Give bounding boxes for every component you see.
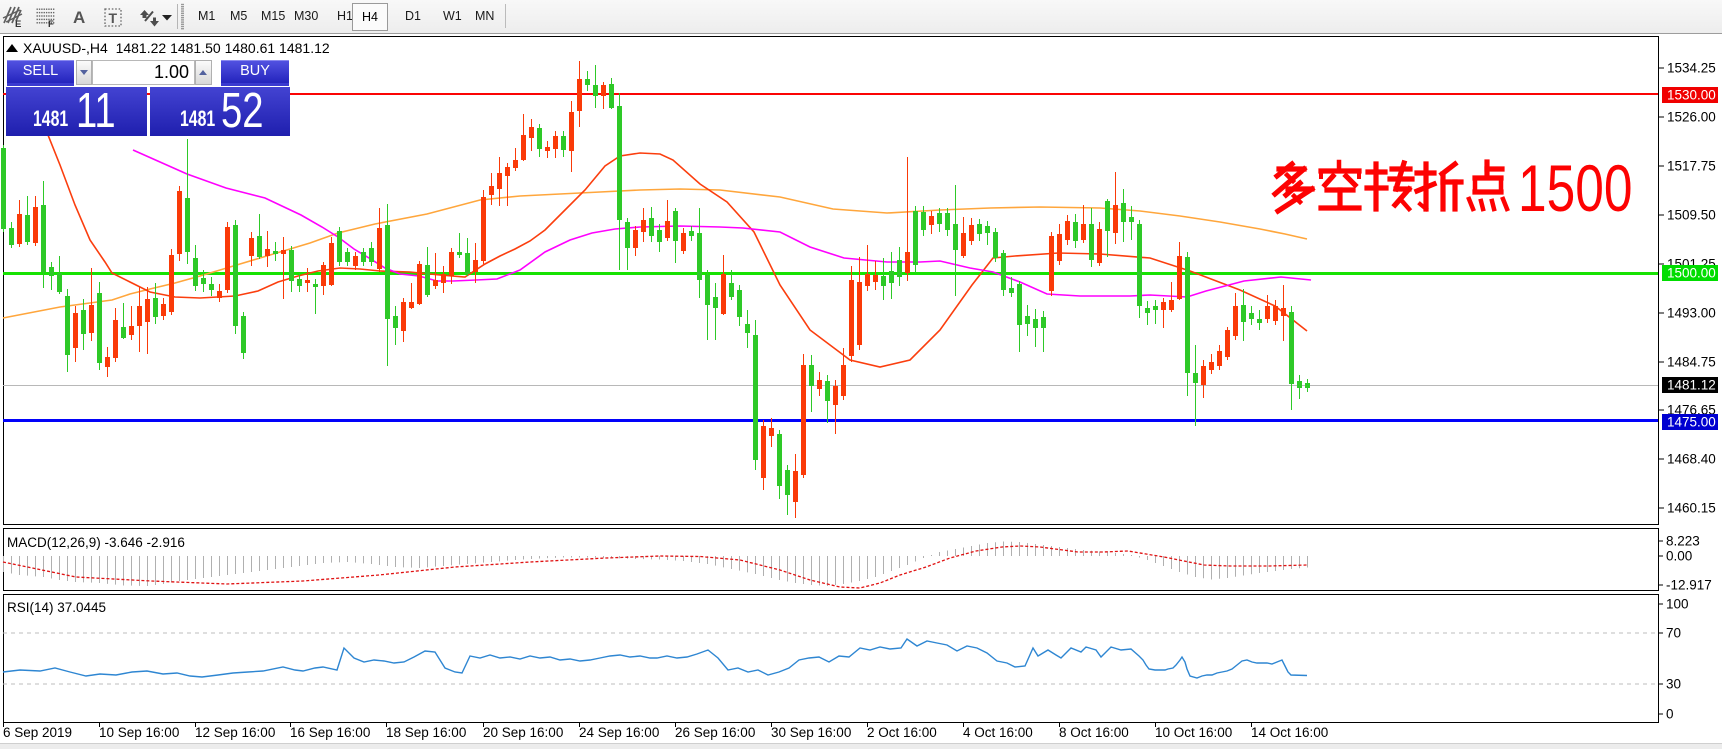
svg-text:A: A bbox=[73, 8, 85, 27]
svg-text:10 Sep 16:00: 10 Sep 16:00 bbox=[99, 725, 179, 740]
svg-text:1517.75: 1517.75 bbox=[1667, 159, 1716, 174]
svg-text:16 Sep 16:00: 16 Sep 16:00 bbox=[290, 725, 370, 740]
svg-text:1500: 1500 bbox=[1518, 151, 1632, 226]
svg-text:8 Oct 16:00: 8 Oct 16:00 bbox=[1059, 725, 1129, 740]
svg-text:1526.00: 1526.00 bbox=[1667, 110, 1716, 125]
svg-text:1476.65: 1476.65 bbox=[1667, 403, 1716, 418]
svg-text:MACD(12,26,9) -3.646 -2.916: MACD(12,26,9) -3.646 -2.916 bbox=[7, 535, 185, 550]
svg-text:18 Sep 16:00: 18 Sep 16:00 bbox=[386, 725, 466, 740]
svg-text:E: E bbox=[15, 19, 21, 30]
svg-text:10 Oct 16:00: 10 Oct 16:00 bbox=[1155, 725, 1232, 740]
svg-text:30 Sep 16:00: 30 Sep 16:00 bbox=[771, 725, 851, 740]
svg-text:70: 70 bbox=[1666, 626, 1681, 641]
svg-text:1468.40: 1468.40 bbox=[1667, 452, 1716, 467]
svg-text:F: F bbox=[48, 19, 54, 30]
svg-text:26 Sep 16:00: 26 Sep 16:00 bbox=[675, 725, 755, 740]
svg-text:1481.12: 1481.12 bbox=[1667, 378, 1716, 393]
svg-text:1475.00: 1475.00 bbox=[1667, 415, 1716, 430]
svg-text:6 Sep 2019: 6 Sep 2019 bbox=[3, 725, 72, 740]
svg-text:24 Sep 16:00: 24 Sep 16:00 bbox=[579, 725, 659, 740]
svg-text:0.00: 0.00 bbox=[1666, 549, 1692, 564]
svg-text:12 Sep 16:00: 12 Sep 16:00 bbox=[195, 725, 275, 740]
svg-text:1530.00: 1530.00 bbox=[1667, 88, 1716, 103]
svg-text:4 Oct 16:00: 4 Oct 16:00 bbox=[963, 725, 1033, 740]
svg-text:1493.00: 1493.00 bbox=[1667, 306, 1716, 321]
svg-text:0: 0 bbox=[1666, 707, 1674, 722]
svg-text:1460.15: 1460.15 bbox=[1667, 501, 1716, 516]
svg-text:1500.00: 1500.00 bbox=[1667, 266, 1716, 281]
svg-text:1509.50: 1509.50 bbox=[1667, 208, 1716, 223]
svg-text:RSI(14) 37.0445: RSI(14) 37.0445 bbox=[7, 600, 106, 615]
svg-text:1484.75: 1484.75 bbox=[1667, 355, 1716, 370]
svg-text:30: 30 bbox=[1666, 677, 1681, 692]
svg-text:14 Oct 16:00: 14 Oct 16:00 bbox=[1251, 725, 1328, 740]
svg-text:1534.25: 1534.25 bbox=[1667, 61, 1716, 76]
svg-text:-12.917: -12.917 bbox=[1666, 578, 1712, 593]
svg-text:XAUUSD-,H4 1481.22 1481.50 14: XAUUSD-,H4 1481.22 1481.50 1480.61 1481.… bbox=[23, 40, 330, 56]
svg-text:2 Oct 16:00: 2 Oct 16:00 bbox=[867, 725, 937, 740]
svg-text:100: 100 bbox=[1666, 597, 1689, 612]
svg-text:20 Sep 16:00: 20 Sep 16:00 bbox=[483, 725, 563, 740]
svg-text:T: T bbox=[109, 10, 118, 26]
svg-text:8.223: 8.223 bbox=[1666, 534, 1700, 549]
